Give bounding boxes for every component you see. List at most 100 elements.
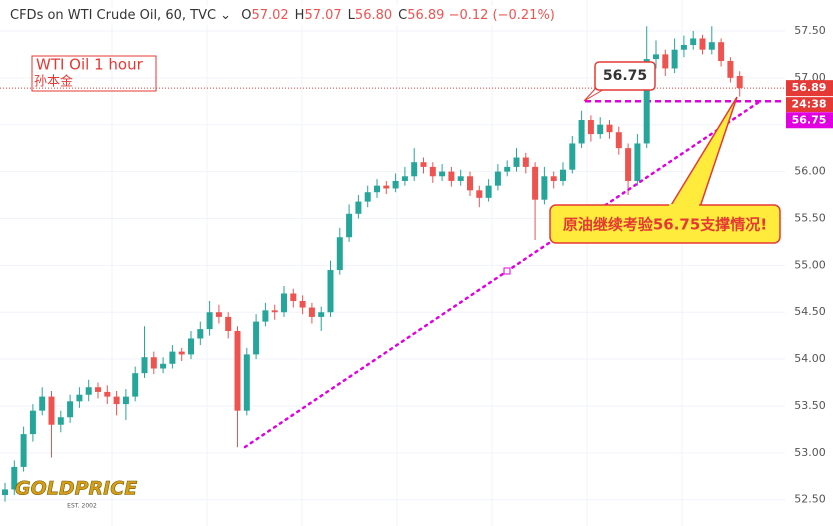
- candle-body: [727, 60, 734, 78]
- candles: [2, 26, 743, 502]
- candle-body: [708, 42, 715, 50]
- candle-body: [281, 293, 287, 313]
- candle-body: [680, 45, 687, 50]
- candle-body: [299, 300, 306, 308]
- horizontal-lines: [0, 87, 785, 103]
- candle-body: [271, 310, 278, 313]
- candle-body: [206, 312, 213, 330]
- candle-body: [736, 75, 743, 89]
- author-text: 孙本金: [34, 74, 73, 90]
- candle-body: [625, 148, 632, 181]
- candle-body: [420, 162, 427, 167]
- candle-body: [346, 213, 353, 238]
- candle-body: [662, 54, 669, 69]
- candle-body: [374, 185, 380, 193]
- ohlc-value: 57.07: [304, 8, 342, 23]
- candle-body: [234, 330, 241, 411]
- candle-body: [383, 185, 390, 189]
- ohlc-value: 56.80: [354, 8, 393, 23]
- candle-body: [243, 354, 250, 411]
- y-tick-label: 56.00: [794, 165, 826, 178]
- trend-line: [243, 98, 764, 449]
- candle-body: [336, 237, 343, 271]
- support-price: 56.75: [792, 113, 827, 126]
- candle-body: [76, 394, 83, 402]
- candle-body: [699, 38, 706, 50]
- candle-body: [253, 321, 260, 355]
- candle-body: [653, 54, 659, 60]
- last-price: 56.89: [792, 81, 827, 94]
- ohlc-key: L: [347, 8, 355, 23]
- label-box: [31, 55, 157, 92]
- ohlc-key: C: [398, 8, 408, 23]
- support-tag: [786, 112, 833, 129]
- candle-body: [476, 190, 483, 198]
- change: −0.12 (−0.21%): [448, 8, 555, 23]
- candle-body: [532, 166, 539, 200]
- candle-body: [411, 162, 418, 177]
- candle-body: [197, 329, 204, 339]
- candle-body: [160, 363, 167, 369]
- candle-body: [560, 169, 566, 181]
- candle-body: [57, 417, 64, 425]
- candle-body: [485, 185, 492, 198]
- countdown: 24:38: [791, 98, 826, 111]
- candle-body: [392, 180, 399, 189]
- candle-body: [308, 307, 315, 317]
- candle-body: [225, 316, 232, 331]
- header: CFDs on WTI Crude Oil, 60, TVC ⌄ O57.02 H…: [6, 6, 559, 25]
- candle-body: [550, 176, 557, 181]
- candle-body: [113, 396, 120, 405]
- candle-body: [178, 351, 185, 355]
- candle-body: [467, 176, 473, 191]
- candle-body: [67, 401, 74, 418]
- candle-body: [290, 293, 297, 301]
- candle-body: [401, 176, 408, 181]
- candle-body: [671, 49, 678, 69]
- candle-body: [597, 124, 604, 135]
- candle-body: [132, 373, 139, 397]
- ohlc-value: 57.02: [251, 8, 289, 23]
- callout-box: [594, 61, 656, 91]
- candle-body: [122, 396, 129, 405]
- candle-body: [169, 351, 176, 364]
- y-tick-label: 53.00: [794, 446, 826, 459]
- candle-body: [457, 176, 464, 181]
- candle-body: [29, 410, 36, 435]
- candle-body: [95, 387, 101, 392]
- candle-body: [150, 357, 157, 369]
- candle-body: [20, 434, 27, 467]
- candle-body: [718, 42, 725, 61]
- callout-join: [669, 204, 699, 208]
- y-tick-label: 54.50: [794, 305, 826, 318]
- ohlc-legend: O57.02 H57.07 L56.80 C56.89: [235, 8, 444, 23]
- candle-body: [48, 396, 55, 425]
- candle-body: [439, 171, 446, 177]
- candle-body: [578, 120, 585, 144]
- candle-body: [215, 312, 222, 317]
- candle-body: [327, 270, 334, 313]
- ohlc-key: H: [294, 8, 305, 23]
- symbol-title: CFDs on WTI Crude Oil, 60, TVC: [10, 8, 217, 23]
- y-tick-label: 57.50: [794, 24, 826, 37]
- big-callout-pointer: [668, 96, 738, 208]
- ohlc-value: 56.89: [407, 8, 445, 23]
- candle-body: [141, 357, 148, 374]
- candle-body: [569, 143, 576, 170]
- candle-body: [504, 166, 511, 172]
- y-tick-label: 52.50: [794, 493, 826, 506]
- candle-body: [494, 171, 501, 186]
- ohlc-key: O: [241, 8, 252, 23]
- candle-body: [690, 38, 697, 46]
- candle-body: [2, 489, 8, 496]
- last-price-tag: [786, 80, 833, 97]
- y-tick-label: 55.00: [794, 258, 826, 271]
- candle-body: [513, 157, 520, 167]
- candle-body: [262, 310, 269, 322]
- big-callout-text: 原油继续考验56.75支撑情况!: [563, 216, 767, 234]
- price-tags: 56.89 24:38 56.75: [786, 80, 833, 129]
- grid: [0, 0, 785, 526]
- candle-body: [643, 59, 650, 144]
- y-tick-label: 55.50: [794, 211, 826, 224]
